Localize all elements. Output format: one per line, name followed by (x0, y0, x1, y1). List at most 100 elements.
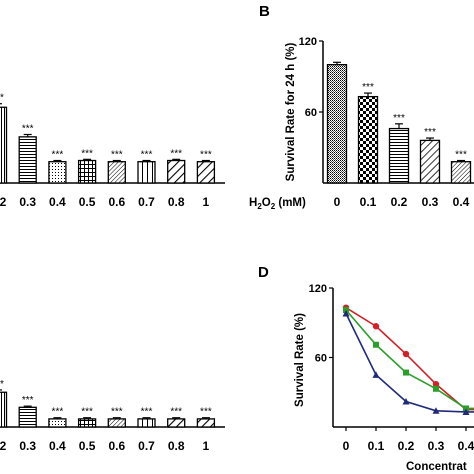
panel-d: 60 120 0 0.1 0.2 0.3 0.4 (309, 283, 474, 453)
panel-b-x-axis-label: H2O2 (mM) (249, 197, 306, 211)
x-label-part: (mM) (275, 197, 306, 209)
bar (107, 418, 126, 428)
bar (107, 161, 126, 184)
series-line (345, 307, 474, 411)
significance-label: *** (0, 379, 4, 390)
data-point (402, 398, 410, 405)
x-tick-label: 0.7 (138, 195, 155, 209)
significance-label: *** (170, 407, 182, 418)
bar (167, 418, 186, 428)
bar (77, 418, 97, 428)
data-point (373, 341, 379, 348)
series-line (345, 309, 474, 410)
significance-label: *** (111, 407, 123, 418)
bar (0, 106, 8, 184)
x-tick-label: 0.8 (168, 439, 185, 453)
x-tick-label: 0.3 (19, 195, 36, 209)
data-point (342, 309, 350, 317)
bar (18, 406, 37, 428)
bar (0, 391, 8, 428)
x-tick-label: 1 (203, 439, 210, 453)
bar (450, 161, 472, 184)
x-tick-label: 0 (334, 195, 341, 209)
x-tick-label: 0.2 (398, 439, 415, 453)
x-tick-label: 0.2 (0, 439, 7, 453)
y-tick-label: 60 (305, 107, 317, 119)
data-point (372, 323, 380, 330)
bar (137, 418, 156, 428)
significance-label: *** (362, 82, 374, 93)
data-point (432, 380, 440, 388)
x-tick-label: 0.3 (428, 439, 445, 453)
significance-label: *** (141, 150, 153, 161)
significance-label: *** (22, 395, 34, 406)
x-tick-label: 0.1 (360, 195, 377, 209)
y-tick-label: 120 (309, 283, 327, 295)
significance-label: *** (200, 407, 212, 418)
significance-label: *** (81, 407, 93, 418)
x-label-part: O (262, 197, 271, 209)
bar (196, 418, 216, 428)
x-tick-label: 0.4 (49, 439, 66, 453)
x-tick-label: 1 (203, 195, 210, 209)
significance-label: *** (52, 150, 64, 161)
significance-label: *** (81, 148, 93, 159)
x-tick-label: 0.2 (0, 195, 7, 209)
x-tick-label: 0.3 (422, 195, 439, 209)
x-tick-label: 0.2 (391, 195, 408, 209)
y-tick-label: 120 (299, 36, 317, 48)
significance-label: *** (200, 150, 212, 161)
data-point (462, 408, 470, 415)
panel-label-b: B (259, 3, 270, 20)
significance-label: *** (0, 93, 4, 104)
panel-b-y-axis-label: Survival Rate for 24 h (%) (285, 42, 297, 181)
panel-d-x-axis-label: Concentrat (406, 461, 467, 473)
x-label-subscript: 2 (257, 202, 262, 211)
x-tick-label: 0.5 (79, 439, 96, 453)
significance-label: *** (455, 150, 467, 161)
x-tick-label: 0.3 (19, 439, 36, 453)
x-tick-label: 0.6 (108, 439, 125, 453)
bar (196, 161, 216, 184)
panel-d-y-axis-label: Survival Rate (%) (294, 313, 306, 407)
bar (326, 64, 348, 184)
data-point (372, 371, 380, 378)
bar (388, 127, 410, 184)
x-tick-label: 0.5 (79, 195, 96, 209)
bar (419, 139, 441, 184)
bar (167, 159, 186, 184)
x-tick-label: 0.7 (138, 439, 155, 453)
data-point (402, 350, 410, 358)
x-label-subscript: 2 (271, 202, 276, 211)
data-point (403, 369, 409, 376)
panel-a: *** 0.2 *** 0.3 *** 0.4 *** 0.5 *** 0.6 *** 0.7 *** 0… (0, 93, 225, 209)
x-tick-label: 0.8 (168, 195, 185, 209)
x-tick-label: 0 (343, 439, 350, 453)
significance-label: *** (170, 148, 182, 159)
bar (137, 161, 156, 184)
significance-label: *** (393, 113, 405, 124)
y-tick-label: 60 (315, 353, 327, 365)
data-point (432, 407, 440, 414)
x-tick-label: 0.4 (49, 195, 66, 209)
data-point (433, 385, 439, 392)
x-tick-label: 0.4 (458, 439, 474, 453)
bar (77, 159, 97, 184)
bar (48, 161, 67, 184)
bar (48, 418, 67, 428)
x-label-part: H (249, 197, 257, 209)
significance-label: *** (52, 407, 64, 418)
significance-label: *** (111, 150, 123, 161)
panel-c: *** 0.2 *** 0.3 *** 0.4 *** 0.5 *** 0.6 *** 0.7 *** 0… (0, 379, 225, 453)
bar (18, 136, 37, 184)
significance-label: *** (424, 127, 436, 138)
x-tick-label: 0.6 (108, 195, 125, 209)
panel-label-d: D (258, 264, 269, 281)
significance-label: *** (22, 123, 34, 134)
significance-label: *** (141, 407, 153, 418)
bar (357, 95, 379, 184)
x-tick-label: 0.4 (453, 195, 470, 209)
x-tick-label: 0.1 (368, 439, 385, 453)
panel-b: 60 120 0 *** 0.1 *** 0.2 *** 0.3 *** 0.4 (299, 36, 474, 209)
